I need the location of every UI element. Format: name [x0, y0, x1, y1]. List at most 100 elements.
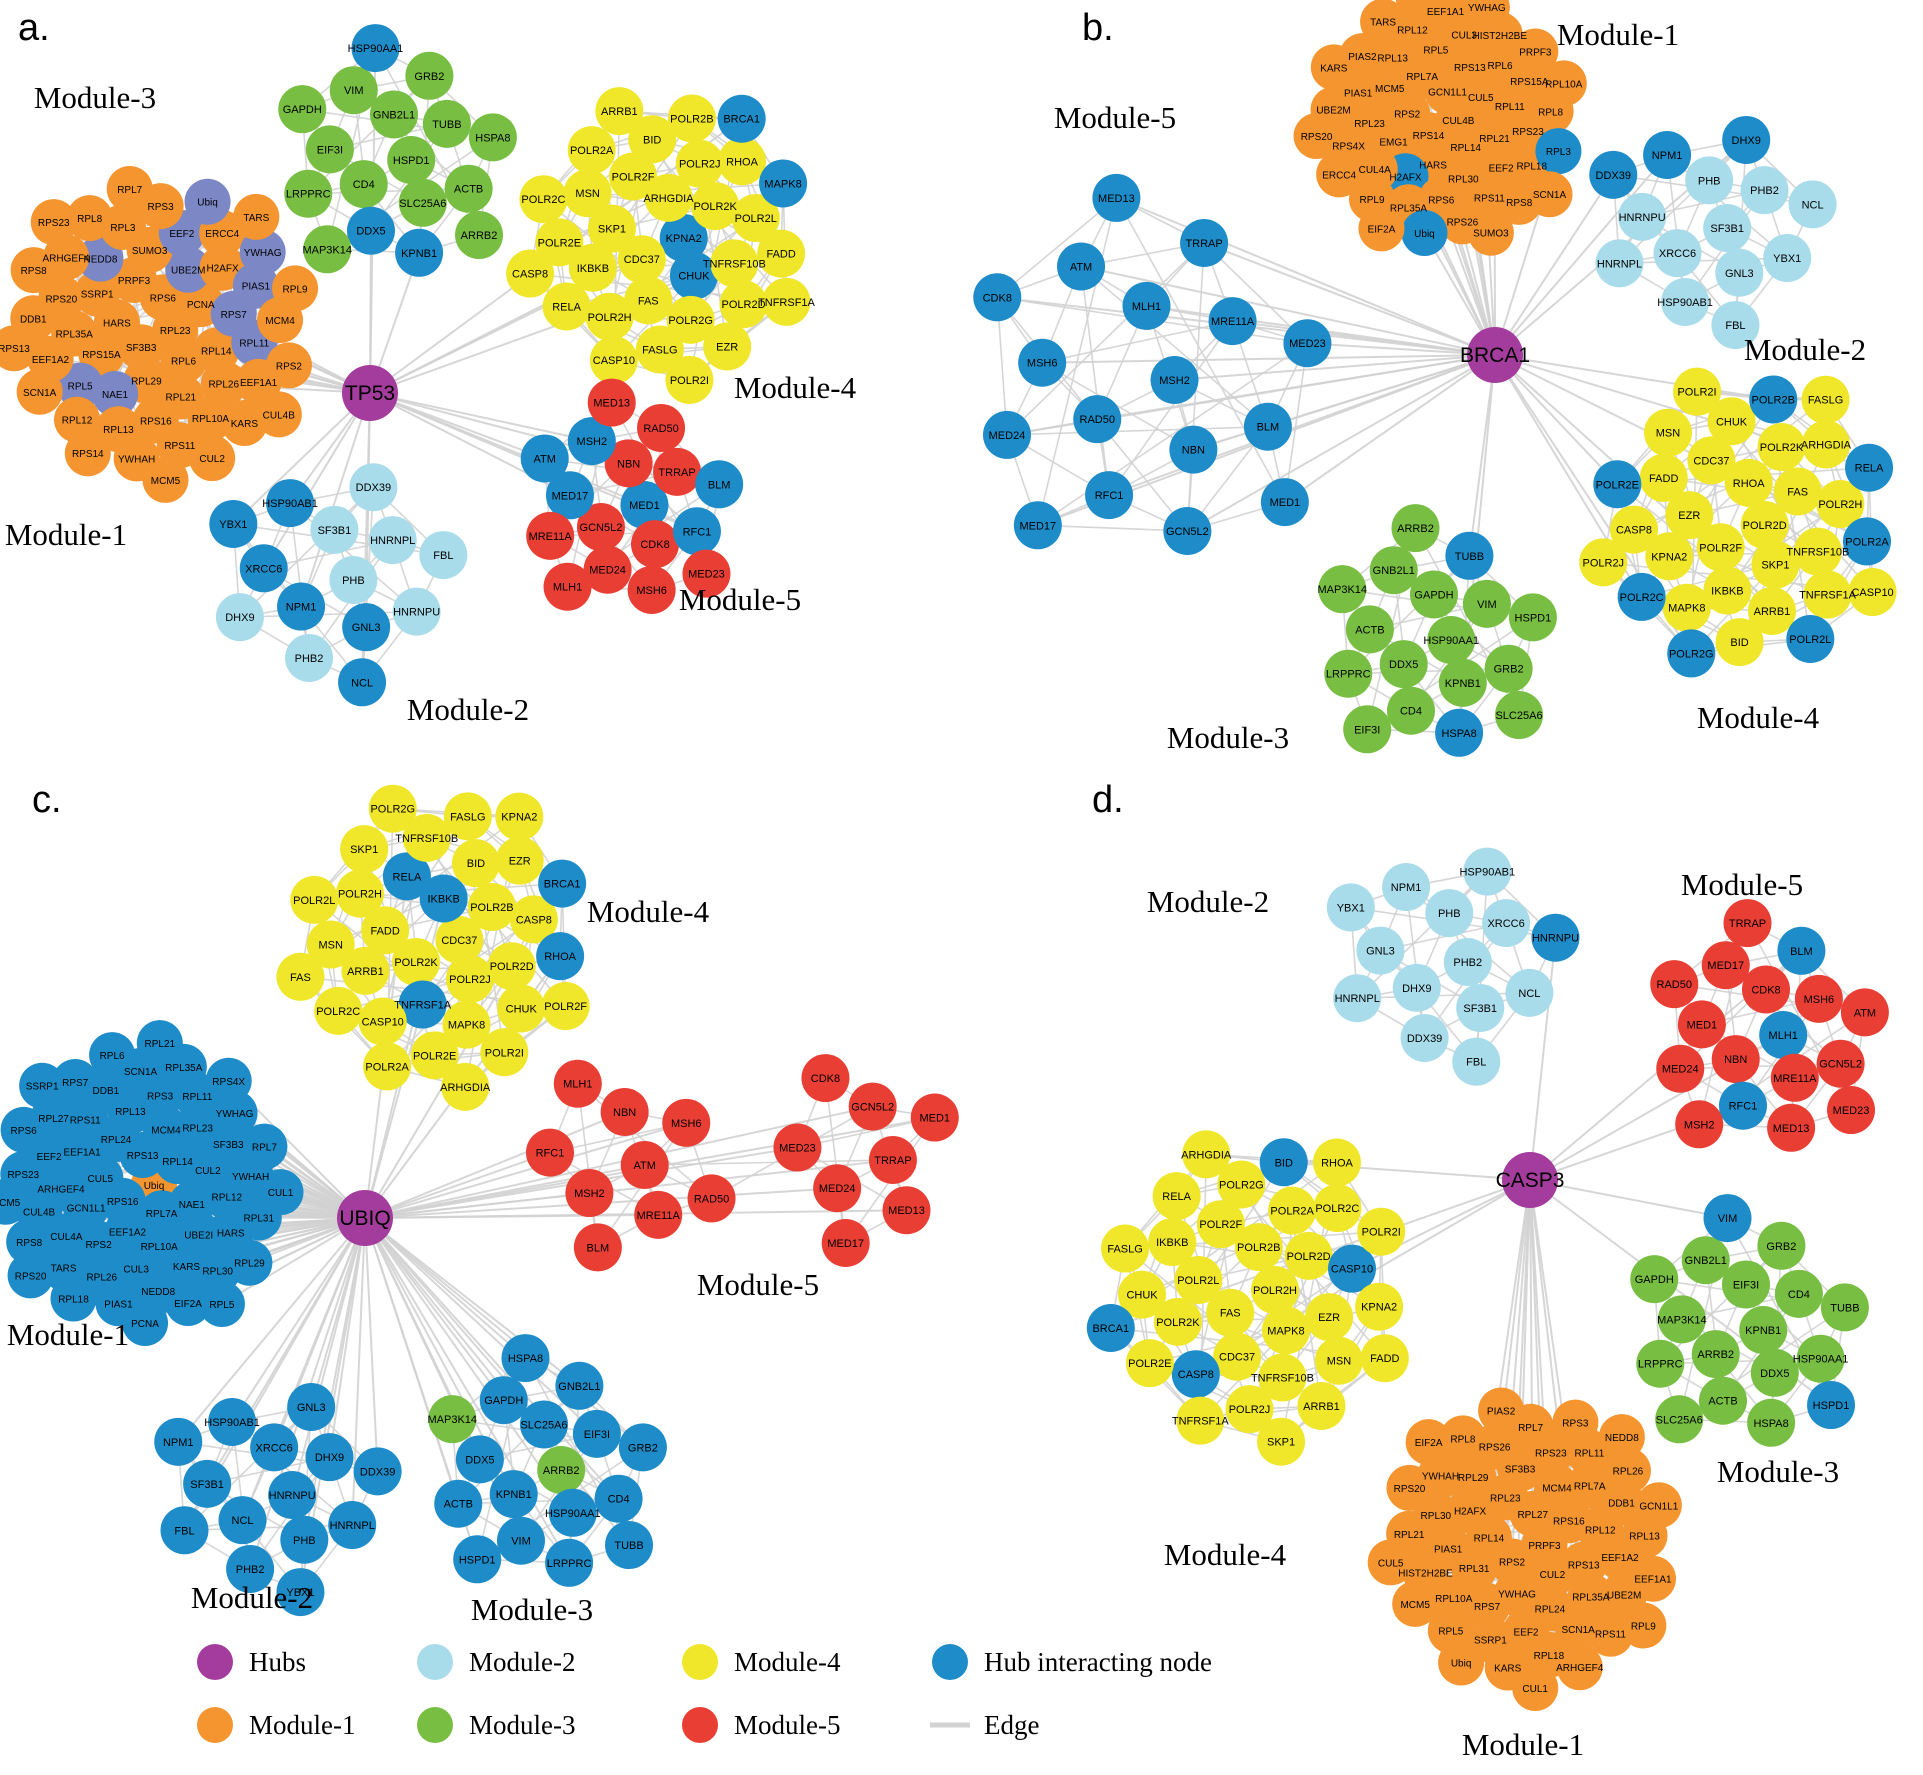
node-med24 — [813, 1164, 862, 1213]
node-polr2c — [1313, 1184, 1362, 1233]
node-label-med24: MED24 — [589, 565, 626, 577]
node-label-nbn: NBN — [1182, 445, 1205, 457]
node-label-rpl26: RPL26 — [1613, 1467, 1644, 1478]
node-label-polr2d: POLR2D — [490, 961, 534, 973]
legend-label: Module-1 — [249, 1710, 355, 1740]
node-label-med17: MED17 — [1019, 520, 1056, 532]
node-label-gapdh: GAPDH — [1635, 1274, 1674, 1286]
node-label-casp8: CASP8 — [1616, 525, 1652, 537]
node-label-gnb2l1: GNB2L1 — [373, 109, 415, 121]
node-map3k14 — [303, 225, 352, 274]
node-label-rps11: RPS11 — [1595, 1630, 1626, 1641]
node-label-hspd1: HSPD1 — [393, 155, 430, 167]
node-rps4x — [205, 1057, 252, 1104]
node-label-tnfrsf1a: TNFRSF1A — [758, 297, 816, 309]
node-label-rpl7: RPL7 — [1518, 1423, 1543, 1434]
node-label-sf3b3: SF3B3 — [213, 1140, 244, 1151]
node-polr2k — [691, 182, 740, 231]
node-label-polr2f: POLR2F — [612, 171, 655, 183]
node-label-ybx1: YBX1 — [1337, 902, 1365, 914]
node-label-rpl6: RPL6 — [100, 1051, 125, 1062]
node-fadd — [1360, 1334, 1409, 1383]
node-label-gnb2l1: GNB2L1 — [558, 1381, 600, 1393]
node-eif3i — [1343, 705, 1392, 754]
nodes-layer — [0, 0, 1897, 1711]
legend-swatch-hubint — [932, 1644, 968, 1680]
node-label-hnrnpl: HNRNPL — [1597, 258, 1642, 270]
node-label-polr2c: POLR2C — [1620, 592, 1664, 604]
node-phb2 — [285, 633, 334, 682]
node-label-hars: HARS — [1419, 161, 1447, 172]
node-brca1 — [717, 94, 766, 143]
module-label-module-4: Module-4 — [1697, 700, 1820, 735]
node-arrb1 — [1297, 1381, 1346, 1430]
node-msh6 — [1794, 974, 1843, 1023]
node-grb2 — [405, 51, 454, 100]
module-label-module-1: Module-1 — [1462, 1727, 1584, 1762]
node-label-trrap: TRRAP — [1185, 238, 1222, 250]
node-bid — [451, 839, 500, 888]
node-label-tars: TARS — [51, 1264, 77, 1275]
node-label-med24: MED24 — [989, 430, 1026, 442]
node-label-rpl5: RPL5 — [209, 1300, 234, 1311]
node-label-rpl30: RPL30 — [202, 1267, 233, 1278]
node-kpnb1 — [1739, 1306, 1788, 1354]
node-grb2 — [1757, 1221, 1806, 1270]
node-ywhag — [1463, 0, 1510, 31]
node-phb — [1425, 889, 1474, 938]
node-label-bid: BID — [1730, 637, 1748, 649]
node-polr2a — [363, 1042, 412, 1091]
node-cdc37 — [1213, 1332, 1262, 1381]
node-label-msh6: MSH6 — [1804, 994, 1835, 1006]
node-rela — [1845, 443, 1894, 492]
node-label-polr2g: POLR2G — [1669, 648, 1714, 660]
node-label-arrb1: ARRB1 — [601, 106, 638, 118]
node-label-hsp90aa1: HSP90AA1 — [545, 1508, 601, 1520]
node-label-grb2: GRB2 — [1494, 664, 1524, 676]
node-label-h2afx: H2AFX — [1454, 1506, 1487, 1517]
node-label-rpl7a: RPL7A — [1574, 1482, 1606, 1493]
node-label-brca1: BRCA1 — [1092, 1323, 1129, 1335]
node-label-fadd: FADD — [1370, 1353, 1399, 1365]
node-ubiq — [1401, 209, 1448, 256]
node-label-npm1: NPM1 — [163, 1437, 194, 1449]
node-label-polr2h: POLR2H — [1818, 499, 1862, 511]
node-rps8 — [6, 1218, 53, 1265]
node-label-gcn1l1: GCN1L1 — [67, 1203, 106, 1214]
node-label-polr2k: POLR2K — [394, 957, 438, 969]
legend-label: Hub interacting node — [984, 1647, 1212, 1677]
node-med13 — [1092, 173, 1141, 222]
node-label-eef1a2: EEF1A2 — [1601, 1553, 1639, 1564]
node-polr2h — [1816, 480, 1865, 529]
node-label-rps3: RPS3 — [147, 1092, 174, 1103]
node-label-ybx1: YBX1 — [1773, 253, 1801, 265]
node-msn — [1314, 1336, 1363, 1385]
node-med1 — [1677, 1000, 1726, 1049]
node-tars — [1360, 0, 1407, 45]
node-label-hsp90ab1: HSP90AB1 — [204, 1417, 260, 1429]
node-xrcc6 — [1653, 229, 1702, 278]
node-skp1 — [340, 825, 389, 874]
node-arrb2 — [455, 211, 504, 260]
node-label-hnrnpl: HNRNPL — [330, 1520, 375, 1532]
node-label-kpna2: KPNA2 — [666, 233, 702, 245]
node-label-med17: MED17 — [827, 1238, 864, 1250]
node-dhx9 — [1722, 115, 1771, 164]
node-fas — [1773, 467, 1822, 516]
node-rps20 — [7, 1252, 54, 1299]
node-label-arrb2: ARRB2 — [1697, 1349, 1734, 1361]
node-atm — [620, 1141, 669, 1189]
node-label-ubiq: Ubiq — [197, 198, 218, 209]
panel-letter: d. — [1092, 779, 1124, 821]
node-label-kars: KARS — [231, 419, 259, 430]
node-lrpprc — [284, 169, 333, 218]
node-label-vim: VIM — [344, 85, 364, 97]
node-rpl8 — [66, 195, 113, 242]
node-label-skp1: SKP1 — [350, 844, 378, 856]
node-label-med13: MED13 — [888, 1205, 925, 1217]
node-sf3b1 — [1703, 204, 1752, 252]
node-nae1 — [1395, 0, 1441, 19]
node-label-grb2: GRB2 — [628, 1442, 658, 1454]
node-prpf3 — [1512, 28, 1559, 75]
node-label-rpl14: RPL14 — [162, 1157, 193, 1168]
